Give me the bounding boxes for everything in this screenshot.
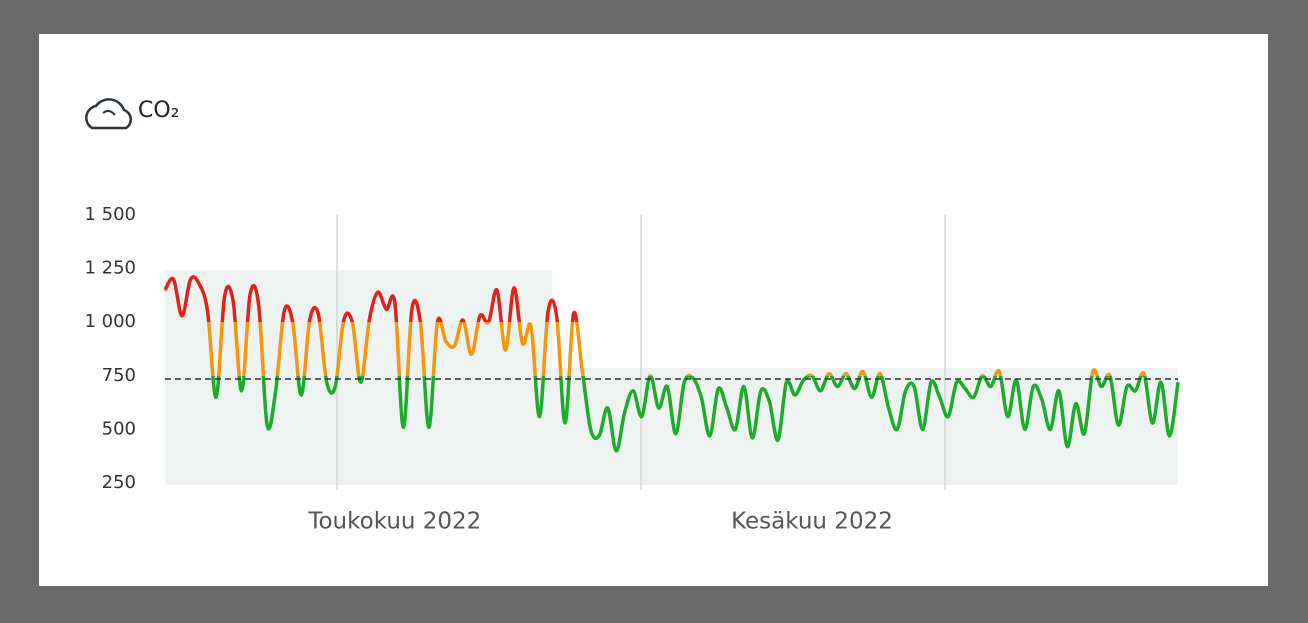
y-tick-label: 1 250 bbox=[84, 258, 136, 279]
y-tick-label: 750 bbox=[102, 365, 136, 386]
cloud-icon-detail bbox=[102, 109, 116, 116]
x-tick-label: Kesäkuu 2022 bbox=[731, 509, 893, 535]
y-tick-label: 250 bbox=[102, 472, 136, 493]
x-tick-label: Toukokuu 2022 bbox=[307, 509, 481, 535]
cloud-icon bbox=[85, 98, 133, 130]
co2-line bbox=[163, 275, 1180, 453]
plot-band bbox=[165, 270, 1178, 485]
y-tick-label: 1 500 bbox=[84, 204, 136, 225]
y-tick-label: 500 bbox=[102, 418, 136, 439]
chart-title: CO₂ bbox=[138, 98, 180, 123]
y-tick-label: 1 000 bbox=[84, 311, 136, 332]
